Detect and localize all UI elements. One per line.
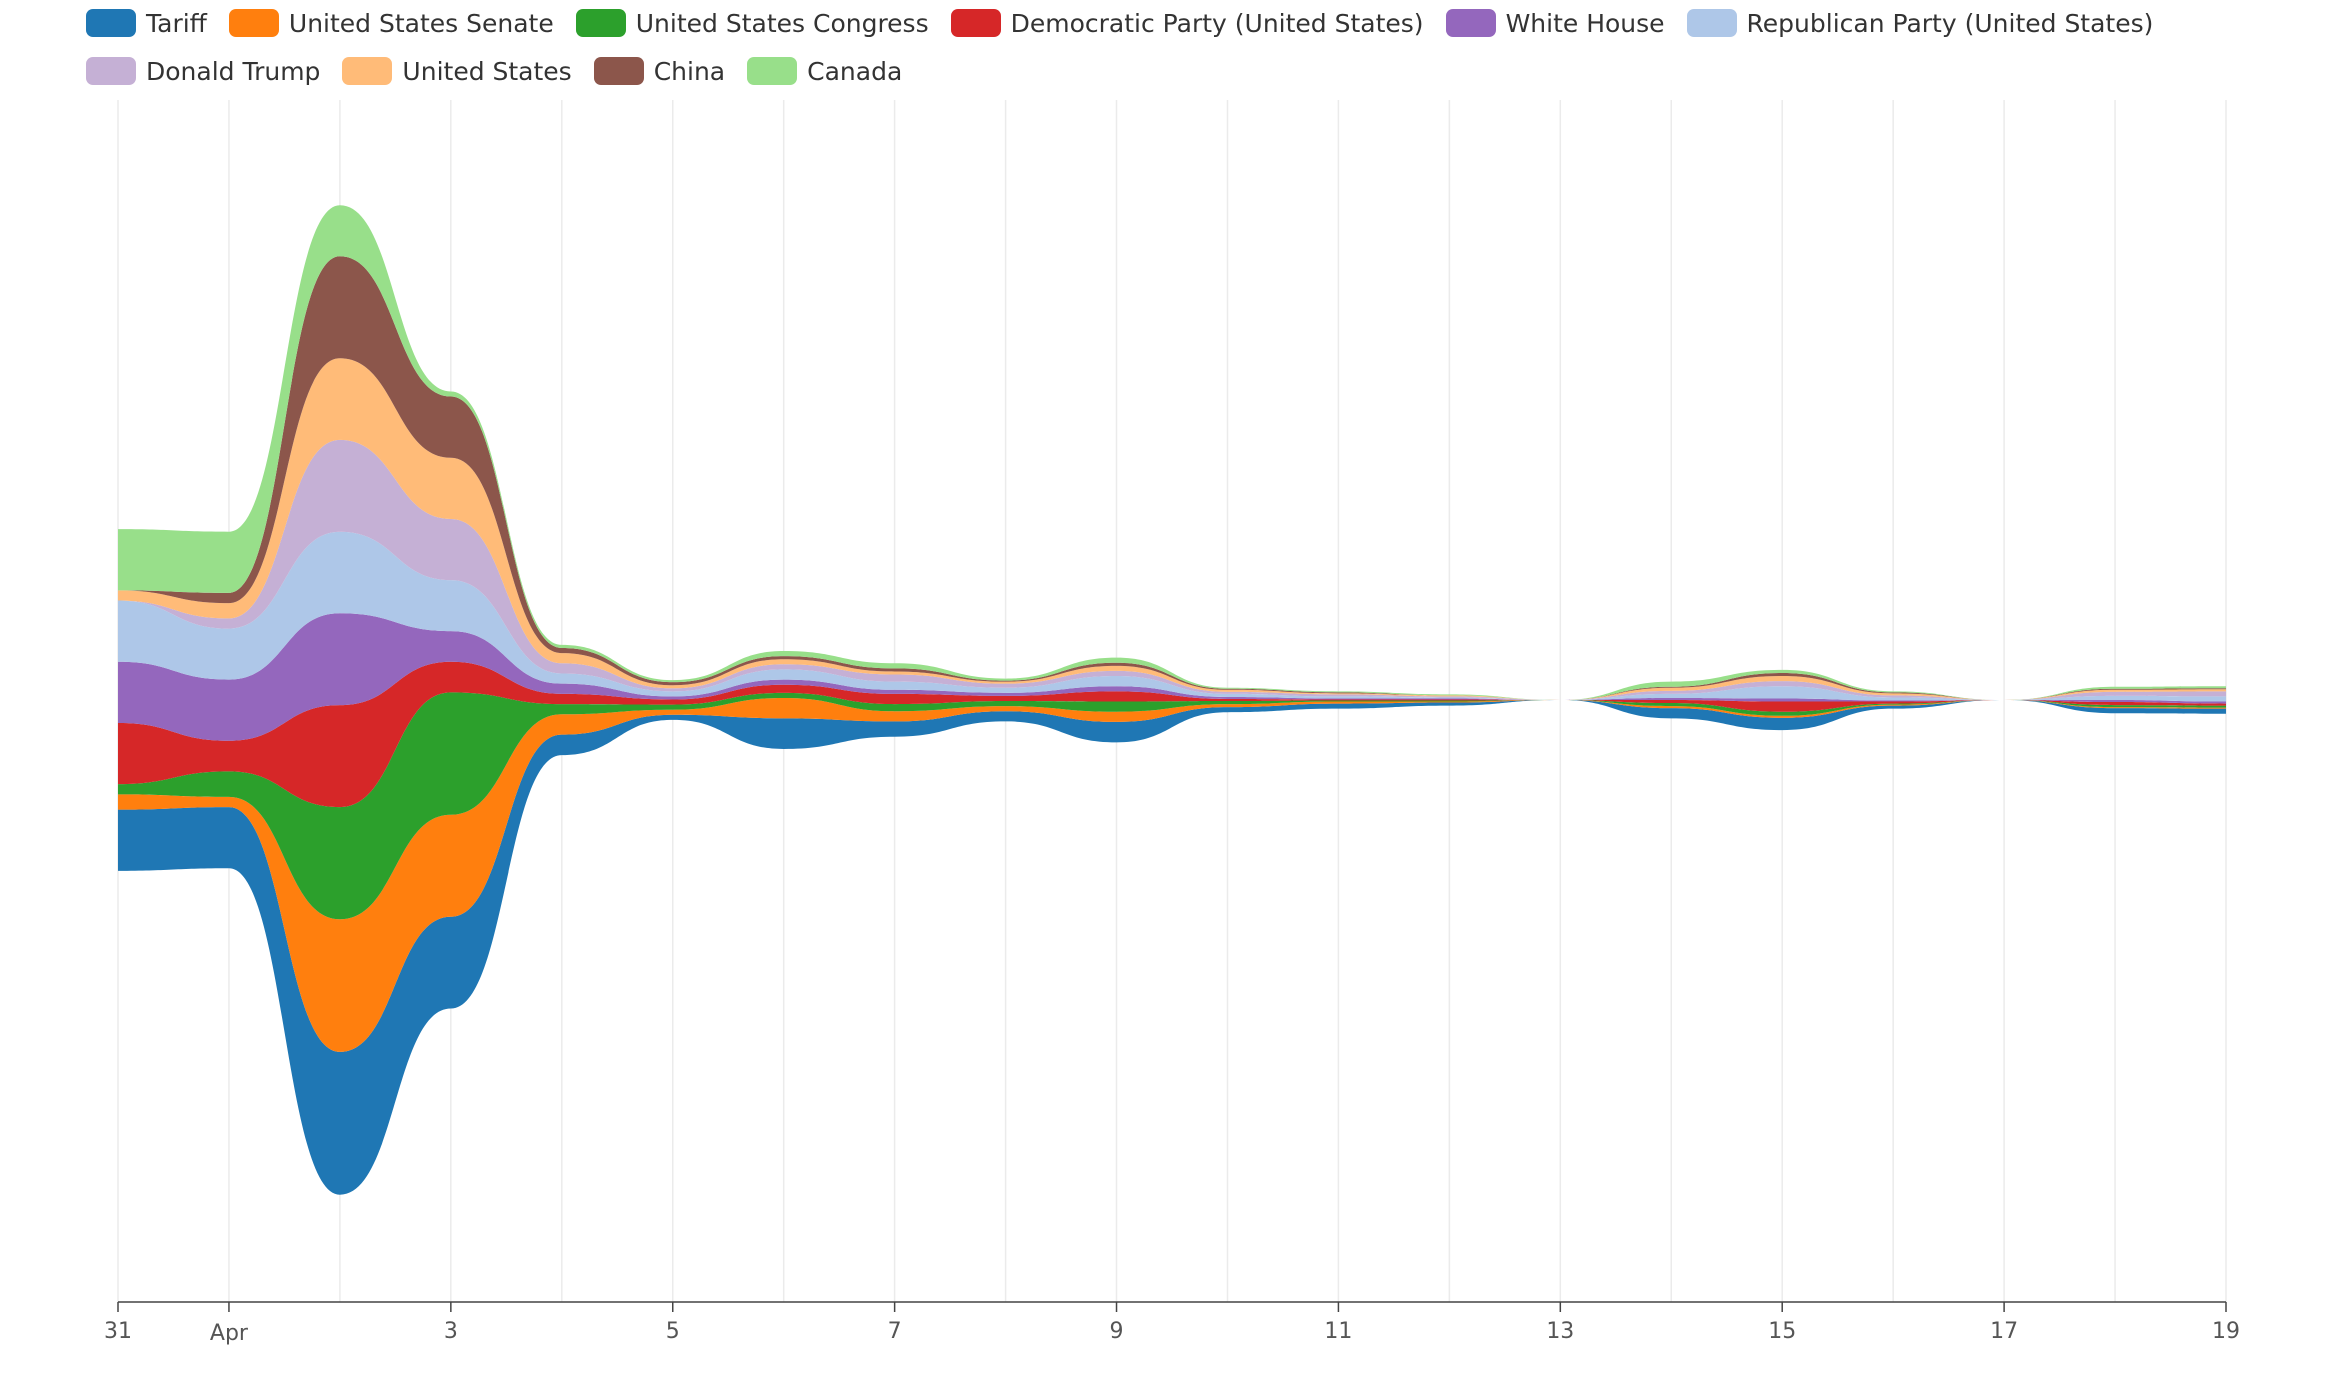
stream-layer-tariff[interactable]: [118, 700, 2226, 1195]
legend-swatch: [593, 57, 644, 85]
legend-swatch: [747, 57, 798, 85]
legend-item-republican-party-united-states[interactable]: Republican Party (United States): [1686, 6, 2154, 40]
legend-item-united-states-congress[interactable]: United States Congress: [575, 6, 929, 40]
legend-label: Republican Party (United States): [1746, 8, 2154, 38]
stream-layer-united-states-senate[interactable]: [118, 697, 2226, 1052]
legend-item-china[interactable]: China: [593, 54, 726, 88]
legend-swatch: [86, 9, 136, 37]
stream-layer-canada[interactable]: [118, 205, 2226, 701]
legend-item-canada[interactable]: Canada: [747, 54, 902, 88]
x-tick-label: 5: [666, 1319, 680, 1344]
legend-label: Democratic Party (United States): [1010, 8, 1424, 38]
legend-swatch: [86, 57, 136, 85]
x-tick-label: 31: [104, 1319, 132, 1344]
legend-label: Canada: [807, 56, 903, 86]
legend-item-donald-trump[interactable]: Donald Trump: [86, 54, 320, 88]
x-tick-label: 11: [1324, 1319, 1352, 1344]
legend-label: China: [653, 56, 726, 86]
legend-label: Tariff: [146, 8, 207, 38]
x-tick-label: 13: [1546, 1319, 1574, 1344]
legend-item-united-states[interactable]: United States: [342, 54, 572, 88]
x-tick-label: 9: [1110, 1319, 1124, 1344]
legend-swatch: [342, 57, 393, 85]
legend-item-white-house[interactable]: White House: [1445, 6, 1665, 40]
x-tick-label: 15: [1768, 1319, 1796, 1344]
stream-layer-china[interactable]: [118, 256, 2226, 700]
stream-layer-democratic-party-united-states[interactable]: [118, 661, 2226, 808]
legend-label: Donald Trump: [146, 56, 321, 86]
stream-layer-united-states[interactable]: [118, 358, 2226, 700]
legend-item-democratic-party-united-states[interactable]: Democratic Party (United States): [950, 6, 1424, 40]
legend-swatch: [950, 9, 1001, 37]
legend-label: United States: [402, 56, 572, 86]
stream-layer-united-states-congress[interactable]: [118, 692, 2226, 920]
x-tick-label: 7: [888, 1319, 902, 1344]
legend-item-tariff[interactable]: Tariff: [86, 6, 207, 40]
legend-swatch: [228, 9, 279, 37]
legend-label: White House: [1505, 8, 1665, 38]
stream-layer-republican-party-united-states[interactable]: [118, 531, 2226, 702]
legend-swatch: [1445, 9, 1496, 37]
legend-label: United States Senate: [288, 8, 554, 38]
stream-layers: [118, 205, 2226, 1195]
x-tick-label: 19: [2212, 1319, 2240, 1344]
legend-label: United States Congress: [635, 8, 929, 38]
legend: Tariff United States Senate United States …: [86, 6, 2306, 88]
stream-layer-donald-trump[interactable]: [118, 439, 2226, 700]
stream-layer-white-house[interactable]: [118, 613, 2226, 741]
x-tick-label: 3: [444, 1319, 458, 1344]
x-tick-label: Apr: [210, 1321, 249, 1346]
legend-item-united-states-senate[interactable]: United States Senate: [228, 6, 554, 40]
legend-swatch: [575, 9, 626, 37]
legend-swatch: [1686, 9, 1737, 37]
x-axis: 31 Apr 3 5 7 9 11 13 15 17 19: [104, 1301, 2240, 1346]
x-tick-label: 17: [1990, 1319, 2018, 1344]
